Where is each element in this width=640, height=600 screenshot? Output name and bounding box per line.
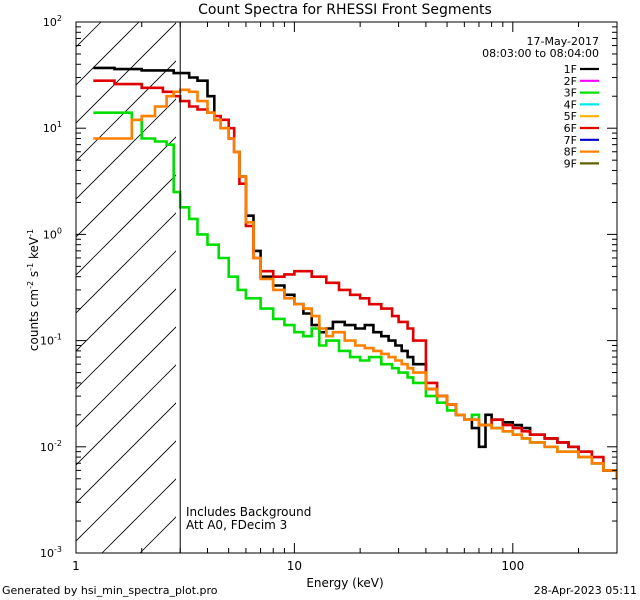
hatch-line — [76, 250, 176, 352]
legend-label: 7F — [564, 134, 577, 147]
hatch-line — [76, 174, 176, 276]
hatch-line — [254, 22, 640, 553]
plot-frame — [75, 21, 618, 554]
y-label-part: keV — [27, 236, 41, 263]
series-layer — [93, 66, 617, 479]
time-range-label: 08:03:00 to 08:04:00 — [482, 47, 599, 60]
y-tick-label: 101 — [43, 120, 62, 135]
legend-label: 3F — [564, 87, 577, 100]
legend-label: 9F — [564, 157, 577, 170]
y-label-part: counts cm — [27, 289, 41, 351]
hatch-line — [76, 22, 102, 48]
y-label-part: s — [27, 271, 41, 281]
annotation-attenuator: Att A0, FDecim 3 — [186, 518, 287, 532]
series-8F — [93, 88, 617, 479]
y-label-sup: -2 — [26, 281, 35, 289]
hatch-line — [76, 326, 176, 428]
hatch-line — [76, 288, 176, 390]
hatch-line — [76, 364, 176, 466]
y-tick-label: 100 — [43, 226, 62, 241]
y-tick-label: 10-3 — [40, 545, 62, 560]
hatch-line — [76, 60, 176, 162]
hatch-line — [76, 402, 176, 504]
y-axis-label: counts cm-2 s-1 keV-1 — [26, 229, 41, 351]
y-tick-label: 10-1 — [40, 333, 62, 348]
legend-label: 1F — [564, 63, 577, 76]
hatch-line — [76, 22, 176, 124]
legend-label: 5F — [564, 110, 577, 123]
annotation-background: Includes Background — [186, 505, 311, 519]
footer-timestamp: 28-Apr-2023 05:11 — [534, 584, 637, 597]
y-label-sup: -1 — [26, 229, 35, 237]
hatch-line — [76, 22, 140, 86]
legend-label: 2F — [564, 75, 577, 88]
x-axis-label: Energy (keV) — [306, 576, 383, 590]
x-tick-label: 10 — [287, 559, 302, 573]
legend-label: 4F — [564, 98, 577, 111]
hatch-line — [76, 98, 176, 200]
hatch-line — [76, 440, 176, 542]
hatch-line — [292, 22, 640, 553]
legend-label: 6F — [564, 122, 577, 135]
series-1F — [93, 66, 617, 479]
legend-label: 8F — [564, 146, 577, 159]
y-tick-label: 10-2 — [40, 439, 62, 454]
hatch-line — [76, 212, 176, 314]
y-tick-label: 102 — [43, 14, 62, 29]
hatch-line — [76, 136, 176, 238]
series-6F — [93, 79, 617, 479]
x-tick-label: 100 — [501, 559, 524, 573]
date-label: 17-May-2017 — [527, 35, 599, 48]
axis-ticks: 1 10 100 10-3 10-2 10-1 100 101 102 — [40, 14, 618, 573]
chart-title: Count Spectra for RHESSI Front Segments — [198, 2, 492, 18]
y-label-sup: -1 — [26, 263, 35, 271]
footer-generated-by: Generated by hsi_min_spectra_plot.pro — [2, 584, 218, 597]
x-tick-label: 1 — [72, 559, 80, 573]
hatch-line — [0, 22, 25, 553]
excluded-region-hatch — [0, 22, 640, 553]
